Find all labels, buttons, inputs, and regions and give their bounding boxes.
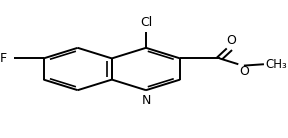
Text: CH₃: CH₃ <box>265 58 287 71</box>
Text: O: O <box>240 65 249 78</box>
Text: N: N <box>141 94 151 107</box>
Text: F: F <box>0 52 7 65</box>
Text: Cl: Cl <box>140 16 152 29</box>
Text: O: O <box>226 34 236 47</box>
